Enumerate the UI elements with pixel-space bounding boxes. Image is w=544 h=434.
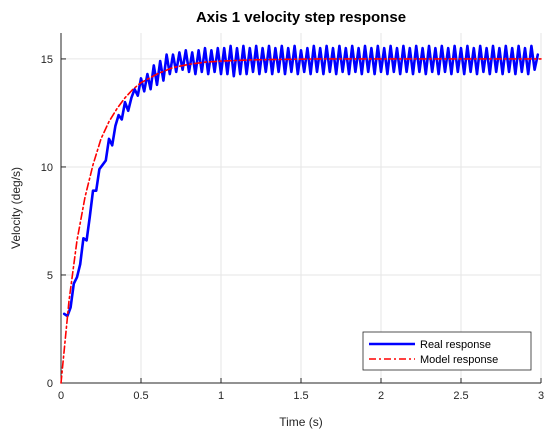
series-line-model-response	[60, 58, 542, 384]
x-tick-label: 2	[378, 390, 384, 402]
series-line-real-response	[62, 44, 540, 318]
y-tick-label: 10	[41, 162, 53, 174]
x-tick-label: 2.5	[453, 390, 468, 402]
x-tick-label: 1	[218, 390, 224, 402]
y-axis-label: Velocity (deg/s)	[9, 167, 23, 249]
legend-box	[362, 331, 532, 371]
y-tick-label: 5	[47, 270, 53, 282]
x-tick-label: 0	[58, 390, 64, 402]
legend-label-model-response: Model response	[420, 354, 498, 366]
y-tick-label: 0	[47, 378, 53, 390]
x-tick-label: 1.5	[293, 390, 308, 402]
chart-title: Axis 1 velocity step response	[196, 9, 406, 26]
x-tick-label: 0.5	[133, 390, 148, 402]
legend-label-real-response: Real response	[420, 339, 491, 351]
x-axis-label: Time (s)	[279, 415, 323, 429]
y-tick-label: 15	[41, 54, 53, 66]
legend: Real response Model response	[362, 331, 532, 371]
data-series	[60, 44, 542, 384]
axes: 0 0.5 1 1.5 2 2.5 3 0 5 10 15	[41, 33, 544, 402]
x-tick-label: 3	[538, 390, 544, 402]
